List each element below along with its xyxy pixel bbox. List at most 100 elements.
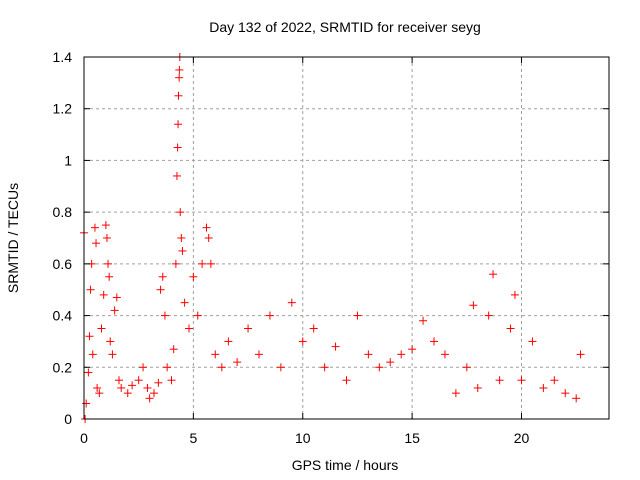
data-point — [174, 91, 183, 100]
data-point — [93, 383, 102, 392]
y-tick-label: 0.8 — [53, 204, 73, 220]
data-point — [550, 376, 559, 385]
data-point — [176, 208, 185, 217]
data-point — [175, 65, 184, 74]
data-point — [198, 259, 207, 268]
data-point — [104, 259, 113, 268]
data-point — [95, 389, 104, 398]
y-tick-label: 1.4 — [53, 49, 73, 65]
data-point — [160, 311, 169, 320]
data-point — [101, 221, 110, 230]
data-point — [169, 345, 178, 354]
data-point — [506, 324, 515, 333]
data-point — [276, 363, 285, 372]
data-point — [139, 363, 148, 372]
data-point — [110, 306, 119, 315]
data-points — [80, 53, 585, 423]
data-point — [185, 324, 193, 333]
data-point — [353, 311, 362, 320]
data-point — [115, 376, 123, 385]
data-point — [117, 383, 126, 392]
data-point — [440, 350, 449, 359]
y-tick-label: 1.2 — [53, 101, 73, 117]
data-point — [287, 298, 296, 307]
data-point — [298, 337, 307, 346]
data-point — [576, 350, 585, 359]
y-tick-label: 0 — [64, 411, 72, 427]
data-point — [331, 342, 340, 351]
data-point — [397, 350, 406, 359]
x-tick-label: 20 — [514, 430, 530, 446]
data-point — [430, 337, 438, 346]
data-point — [123, 389, 132, 398]
plot-border — [83, 56, 610, 420]
data-point — [469, 301, 478, 310]
data-point — [484, 311, 493, 320]
data-point — [539, 383, 548, 392]
data-point — [211, 350, 220, 359]
x-axis-label: GPS time / hours — [292, 457, 399, 473]
data-point — [206, 259, 215, 268]
data-point — [105, 272, 114, 281]
data-point — [112, 293, 121, 302]
data-point — [88, 350, 97, 359]
data-point — [244, 324, 253, 333]
data-point — [408, 345, 417, 354]
data-point — [364, 350, 373, 359]
data-point — [174, 120, 183, 129]
data-point — [202, 223, 211, 232]
data-point — [163, 363, 172, 372]
data-point — [178, 246, 187, 255]
data-point — [158, 272, 167, 281]
data-point — [99, 290, 108, 299]
data-point — [154, 378, 163, 387]
data-point — [489, 270, 498, 279]
data-point — [342, 376, 351, 385]
data-point — [255, 350, 263, 359]
data-point — [473, 383, 482, 392]
data-point — [90, 223, 99, 232]
data-point — [143, 383, 152, 392]
data-point — [97, 324, 106, 333]
data-point — [84, 368, 93, 377]
y-tick-label: 0.2 — [53, 359, 73, 375]
data-point — [92, 239, 101, 248]
data-point — [128, 381, 137, 390]
data-point — [150, 389, 158, 398]
data-point — [82, 399, 91, 408]
data-point — [320, 363, 329, 372]
x-tick-label: 5 — [189, 430, 197, 446]
data-point — [108, 350, 117, 359]
data-point — [189, 272, 198, 281]
data-point — [233, 358, 242, 367]
y-tick-label: 1 — [64, 152, 72, 168]
data-point — [175, 73, 184, 82]
data-point — [224, 337, 233, 346]
data-point — [85, 332, 94, 341]
data-point — [172, 171, 181, 180]
chart-title: Day 132 of 2022, SRMTID for receiver sey… — [209, 19, 481, 35]
data-point — [167, 376, 176, 385]
data-point — [462, 363, 471, 372]
data-point — [386, 358, 395, 367]
data-point — [86, 285, 95, 294]
data-point — [177, 234, 186, 242]
data-point — [451, 389, 460, 398]
x-tick-label: 0 — [80, 430, 88, 446]
data-point — [180, 298, 189, 307]
data-point — [495, 376, 504, 385]
data-point — [173, 143, 182, 152]
data-point — [102, 234, 111, 242]
y-tick-label: 0.6 — [53, 256, 73, 272]
data-point — [156, 285, 165, 294]
data-point — [309, 324, 318, 333]
data-point — [106, 337, 115, 346]
data-point — [265, 311, 274, 320]
axis-ticks: 0 0.2 0.4 0.6 0.8 1 1.2 1.4 0 5 10 15 20 — [53, 49, 609, 446]
data-point — [171, 259, 180, 268]
data-point — [134, 376, 143, 385]
data-point — [561, 389, 570, 398]
y-tick-label: 0.4 — [53, 308, 73, 324]
data-point — [145, 394, 154, 403]
